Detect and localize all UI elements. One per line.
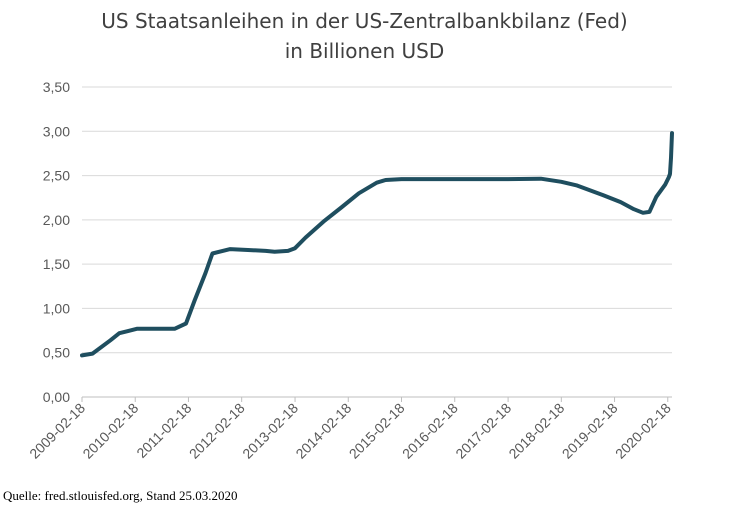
x-tick-label: 2012-02-18 — [186, 400, 248, 462]
x-tick-label: 2020-02-18 — [612, 400, 674, 462]
y-tick-label: 0,00 — [43, 389, 70, 405]
x-tick-label: 2010-02-18 — [79, 400, 141, 462]
x-tick-label: 2015-02-18 — [346, 400, 408, 462]
y-tick-label: 3,00 — [43, 123, 70, 139]
y-tick-label: 2,00 — [43, 212, 70, 228]
y-tick-label: 0,50 — [43, 345, 70, 361]
x-tick-label: 2011-02-18 — [133, 400, 194, 461]
series-line — [80, 131, 674, 358]
x-tick-label: 2009-02-18 — [26, 400, 88, 462]
x-tick-label: 2017-02-18 — [452, 400, 514, 462]
x-tick-label: 2013-02-18 — [239, 400, 301, 462]
chart-title-line1: US Staatsanleihen in der US-Zentralbankb… — [101, 9, 628, 33]
x-tick-label: 2018-02-18 — [505, 400, 567, 462]
y-tick-label: 1,00 — [43, 300, 70, 316]
x-tick-label: 2014-02-18 — [292, 400, 354, 462]
x-tick-label: 2016-02-18 — [399, 400, 461, 462]
y-tick-label: 1,50 — [43, 256, 70, 272]
chart-title: US Staatsanleihen in der US-Zentralbankb… — [0, 6, 729, 66]
chart-title-line2: in Billionen USD — [284, 39, 445, 63]
source-note: Quelle: fred.stlouisfed.org, Stand 25.03… — [3, 488, 238, 503]
gridlines — [82, 86, 672, 398]
x-axis-ticks: 2009-02-182010-02-182011-02-182012-02-18… — [26, 397, 674, 462]
y-axis-ticks: 0,00 0,50 1,00 1,50 2,00 2,50 3,00 3,50 — [43, 79, 70, 405]
x-tick-label: 2019-02-18 — [559, 400, 621, 462]
y-tick-label: 2,50 — [43, 168, 70, 184]
y-tick-label: 3,50 — [43, 79, 70, 95]
